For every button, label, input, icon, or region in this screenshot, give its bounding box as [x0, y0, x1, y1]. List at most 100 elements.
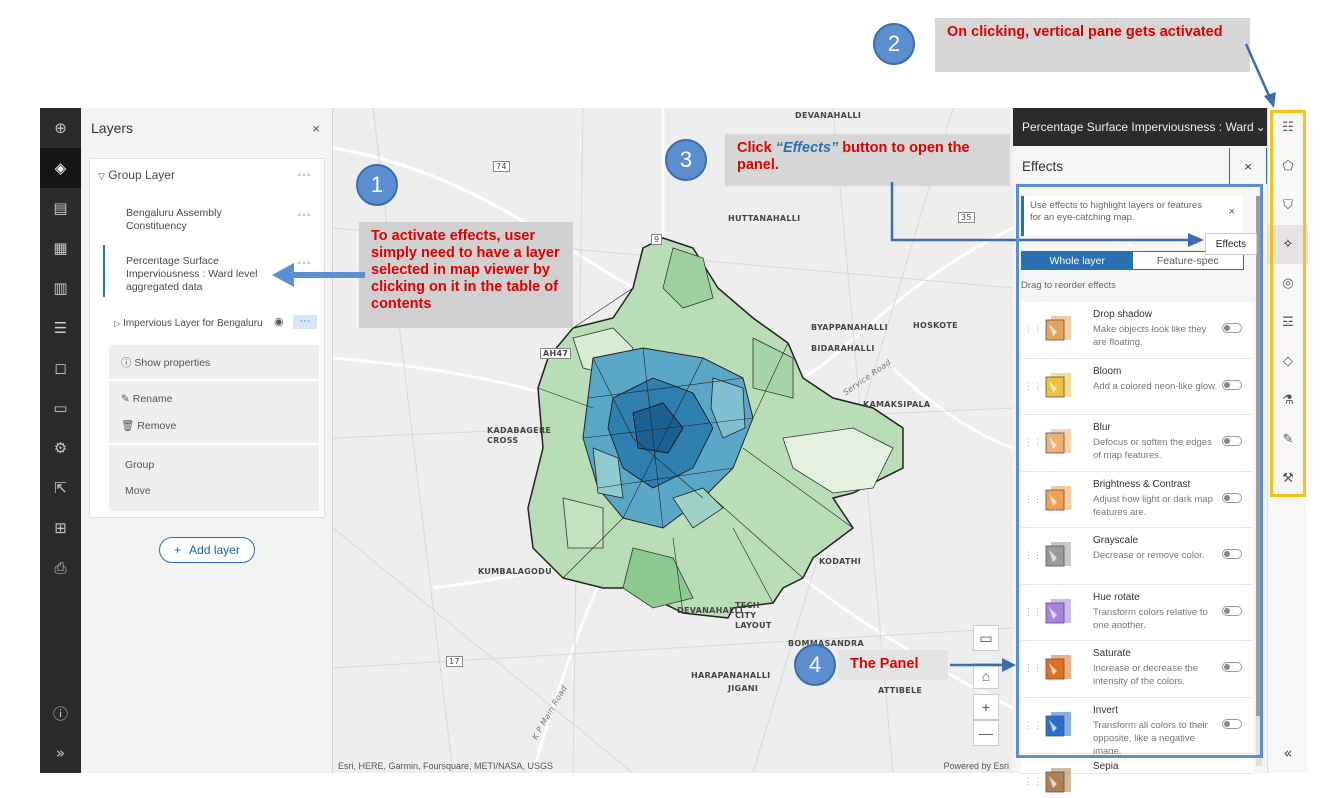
chevron-down-icon: ⌄ — [1255, 120, 1266, 134]
effect-thumbnail-icon — [1045, 598, 1071, 623]
chevron-down-icon: ▽ — [98, 171, 105, 181]
effects-icon[interactable]: ✧ — [1268, 225, 1308, 264]
effect-toggle[interactable] — [1222, 323, 1242, 333]
drag-handle-icon[interactable]: ⋮⋮ — [1024, 493, 1042, 504]
group-item[interactable]: Group — [125, 459, 155, 471]
settings-icon[interactable]: ⚙ — [53, 439, 68, 457]
chart-icon[interactable]: ▥ — [53, 279, 68, 297]
more-icon[interactable]: ··· — [297, 167, 312, 181]
effect-name: Grayscale — [1093, 535, 1139, 546]
drag-handle-icon[interactable]: ⋮⋮ — [1024, 606, 1042, 617]
scrollbar-thumb[interactable] — [1256, 196, 1262, 716]
scrollbar[interactable] — [1256, 196, 1262, 766]
chevron-right-icon: ▷ — [114, 319, 121, 328]
effect-item[interactable]: ⋮⋮ Brightness & Contrast Adjust how light … — [1021, 471, 1253, 528]
effects-list: ⋮⋮ Drop shadow Make objects look like they… — [1021, 302, 1253, 793]
effect-toggle[interactable] — [1222, 549, 1242, 559]
zoom-in-button[interactable]: + — [973, 694, 999, 720]
bookmark-icon[interactable]: ◻ — [54, 359, 67, 377]
callout-number: 1 — [356, 164, 398, 206]
effect-item[interactable]: ⋮⋮ Bloom Add a colored neon-like glow. — [1021, 358, 1253, 415]
map-label: BOMMASANDRA — [788, 639, 864, 648]
map-label: KODATHI — [819, 557, 862, 566]
effect-name: Brightness & Contrast — [1093, 478, 1191, 490]
effect-description: Make objects look like they are floating… — [1093, 324, 1207, 348]
effect-name: Drop shadow — [1093, 309, 1152, 320]
zoom-out-button[interactable]: — — [973, 720, 999, 746]
effects-tabs: Whole layer Feature-spec — [1021, 251, 1244, 270]
grid-icon[interactable]: ▦ — [53, 239, 68, 257]
table-icon[interactable]: ▤ — [53, 199, 68, 217]
effect-toggle[interactable] — [1222, 436, 1242, 446]
vertical-pane-highlight — [1270, 110, 1306, 497]
more-icon[interactable]: ··· — [297, 207, 312, 221]
move-item[interactable]: Move — [125, 485, 151, 497]
effect-description: Transform colors relative to one another… — [1093, 606, 1208, 631]
close-icon[interactable]: × — [1229, 148, 1267, 184]
layer-item[interactable]: ▷ Impervious Layer for Bengaluru — [114, 317, 263, 330]
map-label: AH47 — [540, 348, 572, 359]
effect-item[interactable]: ⋮⋮ Drop shadow Make objects look like they… — [1021, 302, 1253, 359]
layer-item-selected[interactable]: Percentage Surface Imperviousness : Ward… — [126, 255, 258, 293]
layer-item[interactable]: Bengaluru Assembly Constituency — [126, 207, 222, 232]
rename-item[interactable]: ✎ Rename — [121, 393, 173, 405]
properties-icon[interactable]: ☷ — [1282, 120, 1294, 135]
close-icon[interactable]: × — [312, 120, 320, 136]
drag-handle-icon[interactable]: ⋮⋮ — [1024, 776, 1042, 786]
layer-title-bar[interactable]: Percentage Surface Imperviousness : Ward… — [1013, 108, 1267, 146]
eye-icon[interactable]: ◉ — [274, 316, 284, 328]
folder-icon[interactable]: ▭ — [53, 399, 68, 417]
drag-handle-icon[interactable]: ⋮⋮ — [1024, 380, 1042, 391]
list-icon[interactable]: ☰ — [53, 319, 68, 337]
effect-thumbnail-icon — [1045, 655, 1071, 680]
effect-toggle[interactable] — [1222, 718, 1242, 729]
expand-icon[interactable]: » — [55, 744, 66, 762]
drag-handle-icon[interactable]: ⋮⋮ — [1024, 437, 1042, 447]
effect-toggle[interactable] — [1222, 605, 1242, 616]
group-layer-row[interactable]: ▽ Group Layer — [98, 169, 175, 183]
effect-toggle[interactable] — [1222, 379, 1242, 390]
callout-number: 4 — [794, 644, 836, 686]
layers-icon[interactable]: ◈ — [40, 148, 81, 188]
effect-toggle[interactable] — [1222, 492, 1242, 503]
share-icon[interactable]: ⇱ — [54, 479, 67, 497]
drag-handle-icon[interactable]: ⋮⋮ — [1024, 663, 1042, 673]
close-icon[interactable]: × — [1228, 206, 1235, 218]
more-icon[interactable]: ··· — [293, 315, 317, 329]
effect-item[interactable]: ⋮⋮ Hue rotate Transform colors relative to… — [1021, 584, 1253, 641]
effects-panel: Percentage Surface Imperviousness : Ward… — [1013, 108, 1267, 793]
collapse-icon[interactable]: « — [1283, 743, 1293, 762]
popups-icon[interactable]: ⚗ — [1282, 393, 1294, 408]
blending-icon[interactable]: ◎ — [1282, 276, 1294, 291]
effect-item[interactable]: ⋮⋮ Saturate Increase or decrease the inten… — [1021, 641, 1253, 698]
effect-toggle[interactable] — [1222, 662, 1242, 672]
styles-icon[interactable]: ⬠ — [1282, 159, 1294, 174]
info-icon[interactable]: ⓘ — [52, 704, 68, 723]
monitor-icon[interactable]: ▭ — [973, 625, 999, 651]
apps-icon[interactable]: ⊞ — [54, 519, 67, 537]
drag-handle-icon[interactable]: ⋮⋮ — [1024, 324, 1042, 334]
drag-handle-icon[interactable]: ⋮⋮ — [1024, 550, 1042, 560]
effect-item[interactable]: ⋮⋮ Grayscale Decrease or remove color. — [1021, 528, 1253, 585]
remove-item[interactable]: 🗑 Remove — [121, 420, 177, 432]
effect-item[interactable]: ⋮⋮ Sepia — [1021, 754, 1253, 793]
effect-item[interactable]: ⋮⋮ Invert Transform all colors to their op… — [1021, 697, 1253, 757]
add-layer-button[interactable]: + Add layer — [159, 537, 255, 563]
edit-icon[interactable]: ✎ — [1282, 432, 1294, 447]
show-properties-item[interactable]: ⓘ Show properties — [121, 357, 211, 369]
more-icon[interactable]: ··· — [297, 255, 312, 269]
tab-feature-specific[interactable]: Feature-spec — [1132, 252, 1243, 269]
fields-icon[interactable]: ☲ — [1282, 315, 1294, 330]
drag-handle-icon[interactable]: ⋮⋮ — [1024, 719, 1042, 730]
filter-icon[interactable]: ⛉ — [1283, 198, 1293, 213]
tab-whole-layer[interactable]: Whole layer — [1022, 252, 1133, 269]
print-icon[interactable]: ⎙ — [54, 559, 67, 577]
map-canvas — [333, 108, 1013, 773]
labels-icon[interactable]: ◇ — [1283, 354, 1293, 369]
map-label: HUTTANAHALLI — [728, 214, 801, 223]
configure-icon[interactable]: ⚒ — [1282, 471, 1294, 486]
effect-thumbnail-icon — [1045, 711, 1071, 736]
home-icon[interactable]: ⌂ — [973, 663, 999, 689]
add-icon[interactable]: ⊕ — [54, 119, 67, 137]
effect-item[interactable]: ⋮⋮ Blur Defocus or soften the edges of map… — [1021, 415, 1253, 472]
